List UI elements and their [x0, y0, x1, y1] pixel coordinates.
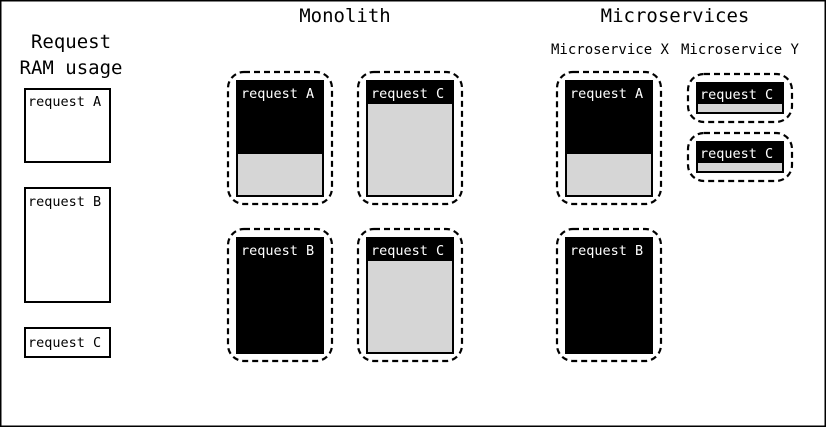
pod-boundary [356, 70, 464, 206]
microservice-x-instance-1: request A [555, 70, 663, 206]
legend-request-a: request A [24, 88, 111, 163]
monolith-instance-4: request C [356, 227, 464, 363]
legend-label: request A [28, 94, 101, 110]
ram-used [367, 238, 453, 261]
microservice-y-instance-1: request C [686, 72, 794, 124]
heading-request-ram-line1: Request [31, 31, 111, 53]
ram-used [566, 81, 652, 154]
pod-boundary [686, 131, 794, 183]
pod-boundary [226, 70, 334, 206]
instance-label: request C [700, 146, 773, 162]
heading-request-ram-line2: RAM usage [20, 57, 123, 79]
monolith-instance-2: request C [356, 70, 464, 206]
ram-used [367, 81, 453, 104]
microservice-y-instance-2: request C [686, 131, 794, 183]
instance-label: request A [570, 86, 643, 102]
legend-box [24, 88, 111, 163]
instance-label: request B [241, 243, 314, 259]
instance-label: request C [371, 86, 444, 102]
legend-request-b: request B [24, 187, 111, 303]
instance-label: request C [371, 243, 444, 259]
ram-used [237, 238, 323, 353]
ram-used [566, 238, 652, 353]
heading-microservices: Microservices [601, 5, 750, 27]
pod-boundary [356, 227, 464, 363]
instance-label: request A [241, 86, 314, 102]
legend-box [24, 187, 111, 303]
ram-used [697, 83, 783, 104]
ram-used [237, 81, 323, 154]
pod-boundary [686, 72, 794, 124]
legend-request-c: request C [24, 327, 111, 358]
legend-box [24, 327, 111, 358]
legend-label: request C [28, 335, 101, 351]
legend-label: request B [28, 194, 101, 210]
instance-label: request B [570, 243, 643, 259]
heading-monolith: Monolith [299, 5, 391, 27]
monolith-instance-1: request A [226, 70, 334, 206]
pod-boundary [555, 70, 663, 206]
monolith-instance-3: request B [226, 227, 334, 363]
ram-used [697, 142, 783, 163]
microservice-x-instance-2: request B [555, 227, 663, 363]
heading-microservice-x: Microservice X [551, 42, 670, 58]
heading-microservice-y: Microservice Y [681, 42, 800, 58]
pod-boundary [226, 227, 334, 363]
instance-label: request C [700, 87, 773, 103]
pod-boundary [555, 227, 663, 363]
